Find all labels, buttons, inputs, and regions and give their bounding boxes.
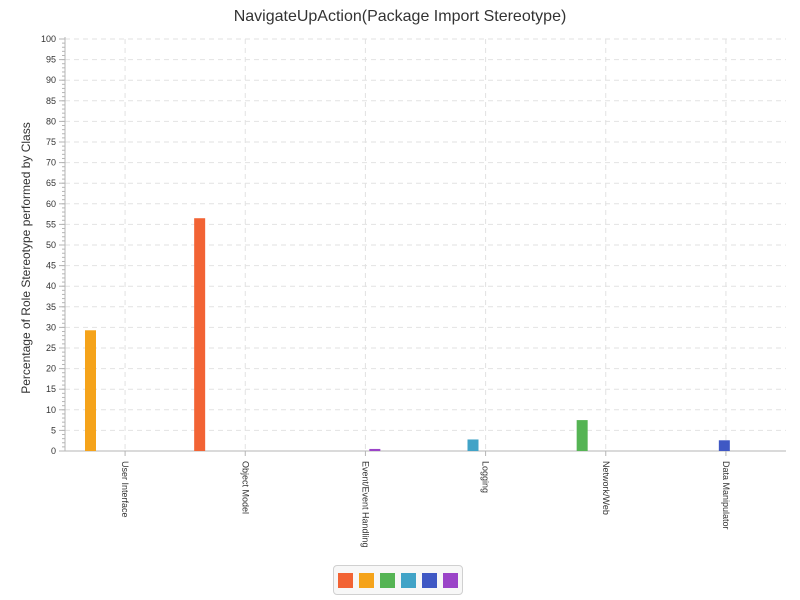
- axes: 0 5 10 15 20 25 30 35 40 45 50 55 60 65 70 75 80 85 90 95 10…: [41, 34, 786, 456]
- legend-swatch: [359, 572, 374, 588]
- bars: [85, 218, 730, 451]
- legend-swatch: [443, 572, 458, 588]
- bar: [576, 420, 588, 451]
- y-tick-label: 75: [46, 137, 56, 147]
- grid-lines: [65, 38, 786, 451]
- x-category-label: Object Model: [240, 461, 250, 514]
- y-tick-label: 45: [46, 261, 56, 271]
- y-tick-label: 90: [46, 75, 56, 85]
- y-tick-label: 70: [46, 158, 56, 168]
- legend-swatch: [422, 572, 437, 588]
- y-tick-label: 95: [46, 55, 56, 65]
- y-tick-label: 100: [41, 34, 56, 44]
- y-tick-label: 80: [46, 116, 56, 126]
- y-tick-label: 0: [51, 446, 56, 456]
- bar: [194, 218, 206, 451]
- bar: [467, 439, 479, 451]
- legend-swatch: [338, 572, 353, 588]
- y-tick-label: 65: [46, 178, 56, 188]
- y-tick-label: 5: [51, 425, 56, 435]
- y-tick-label: 50: [46, 240, 56, 250]
- x-category-label: Network/Web: [601, 461, 611, 515]
- x-category-label: Logging: [481, 461, 491, 493]
- chart-title: NavigateUpAction(Package Import Stereoty…: [233, 8, 567, 25]
- x-category-label: User Interface: [120, 461, 130, 518]
- bar: [718, 440, 730, 451]
- legend-swatch: [380, 572, 395, 588]
- y-tick-label: 15: [46, 384, 56, 394]
- x-category-label: Event/Event Handling: [360, 461, 370, 548]
- y-tick-label: 20: [46, 364, 56, 374]
- x-category-label: Data Manipulator: [721, 461, 731, 530]
- bar: [85, 330, 96, 451]
- y-tick-label: 30: [46, 322, 56, 332]
- legend: [333, 565, 463, 595]
- category-labels: User Interface Object Model Event/Event Ha…: [120, 461, 731, 548]
- y-tick-label: 85: [46, 96, 56, 106]
- y-tick-label: 25: [46, 343, 56, 353]
- legend-swatch: [401, 572, 416, 588]
- y-tick-label: 55: [46, 219, 56, 229]
- y-tick-label: 35: [46, 302, 56, 312]
- y-tick-label: 60: [46, 199, 56, 209]
- y-tick-label: 40: [46, 281, 56, 291]
- bar: [369, 448, 381, 451]
- y-tick-label: 10: [46, 405, 56, 415]
